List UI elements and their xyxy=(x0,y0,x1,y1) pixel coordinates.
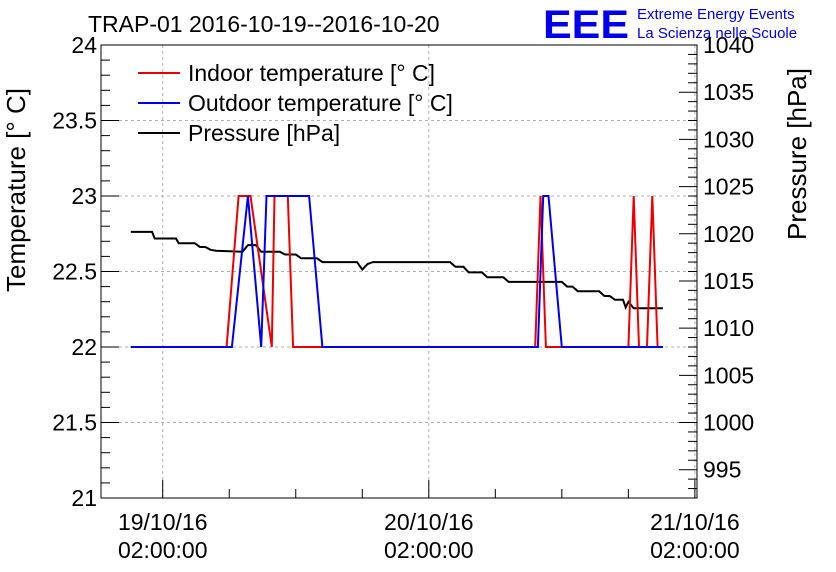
y2-tick-label: 1020 xyxy=(703,221,754,247)
y-tick-label: 24 xyxy=(71,32,97,58)
legend: Indoor temperature [° C] Outdoor temperat… xyxy=(138,60,453,146)
y2-tick-label: 1010 xyxy=(703,315,754,341)
x-tick-label-time: 02:00:00 xyxy=(384,537,474,563)
y2-tick-label: 1030 xyxy=(703,126,754,152)
y2-tick-label: 1040 xyxy=(703,32,754,58)
x-tick-label-date: 21/10/16 xyxy=(650,509,740,535)
x-tick-label-date: 20/10/16 xyxy=(384,509,474,535)
y2-tick-label: 1025 xyxy=(703,174,754,200)
logo-mark: EEE xyxy=(543,3,629,47)
y2-tick-label: 1035 xyxy=(703,79,754,105)
y-tick-label: 23 xyxy=(71,183,97,209)
left-axis: 21 21.5 22 22.5 23 23.5 24 xyxy=(52,32,119,511)
series-layer xyxy=(130,195,663,348)
logo-line-1: Extreme Energy Events xyxy=(637,6,795,23)
y2-axis-label: Pressure [hPa] xyxy=(782,68,812,240)
legend-label-pressure: Pressure [hPa] xyxy=(188,120,340,146)
y2-tick-label: 1000 xyxy=(703,410,754,436)
y-tick-label: 23.5 xyxy=(52,108,97,134)
y-axis-label: Temperature [° C] xyxy=(1,88,31,292)
outdoor-series-line xyxy=(130,195,663,348)
y-tick-label: 22 xyxy=(71,334,97,360)
x-tick-label-time: 02:00:00 xyxy=(118,537,208,563)
pressure-series-line xyxy=(130,230,663,311)
y-tick-label: 21 xyxy=(71,485,97,511)
legend-label-indoor: Indoor temperature [° C] xyxy=(188,60,435,86)
x-axis: 19/10/1602:00:0020/10/1602:00:0021/10/16… xyxy=(118,480,740,563)
legend-label-outdoor: Outdoor temperature [° C] xyxy=(188,90,453,116)
logo: EEE Extreme Energy Events La Scienza nel… xyxy=(543,3,797,47)
x-tick-label-time: 02:00:00 xyxy=(650,537,740,563)
y2-tick-label: 995 xyxy=(703,457,741,483)
y-tick-label: 21.5 xyxy=(52,410,97,436)
y2-tick-label: 1005 xyxy=(703,362,754,388)
y2-tick-label: 1015 xyxy=(703,268,754,294)
right-axis: 995 1000 1005 1010 1015 1020 1025 1030 1035 1040 xyxy=(679,32,754,490)
y-tick-label: 22.5 xyxy=(52,259,97,285)
x-tick-label-date: 19/10/16 xyxy=(118,509,208,535)
logo-line-2: La Scienza nelle Scuole xyxy=(637,25,797,42)
chart-title: TRAP-01 2016-10-19--2016-10-20 xyxy=(88,11,440,37)
